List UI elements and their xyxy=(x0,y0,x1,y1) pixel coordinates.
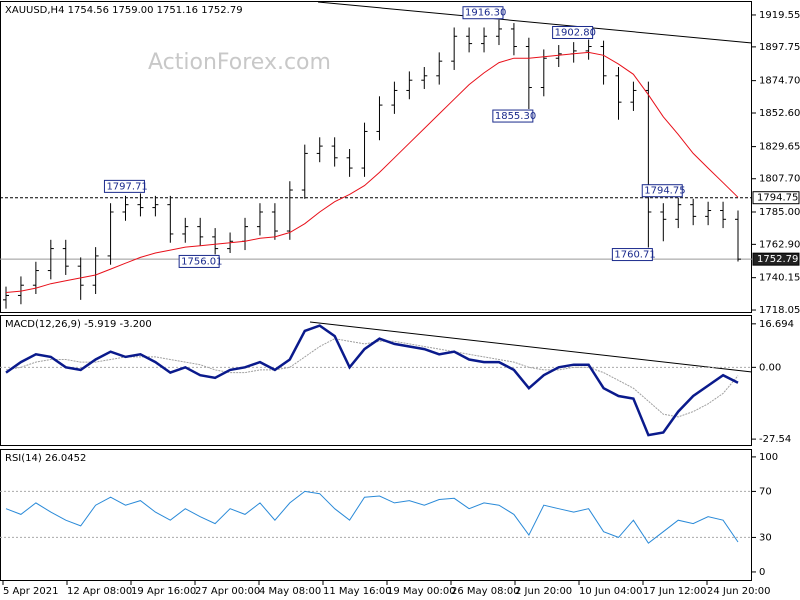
rsi-line xyxy=(5,490,739,544)
y-tick-label: 1829.65 xyxy=(759,142,800,153)
y-tick-label: 16.694 xyxy=(759,319,794,330)
level-label-box xyxy=(752,252,800,266)
annotation-label: 1794.75 xyxy=(644,186,685,197)
y-tick-label: 1740.15 xyxy=(759,273,800,284)
y-tick-label: 70 xyxy=(759,486,772,497)
y-tick-label: 1785.00 xyxy=(759,207,800,218)
x-tick-label: 26 May 08:00 xyxy=(451,586,520,597)
x-tick-label: 27 Apr 00:00 xyxy=(195,586,260,597)
annotation-box xyxy=(462,6,504,20)
annotation-box xyxy=(611,248,653,262)
y-tick-label: 1874.70 xyxy=(759,76,800,87)
level-label: 1794.75 xyxy=(757,193,798,204)
x-tick-label: 4 May 08:00 xyxy=(259,586,321,597)
x-tick-label: 2 Jun 20:00 xyxy=(515,586,572,597)
x-tick-label: 5 Apr 2021 xyxy=(3,586,58,597)
annotation-box xyxy=(552,25,594,39)
annotation-box xyxy=(178,254,220,268)
y-tick-label: 1718.05 xyxy=(759,305,800,316)
y-tick-label: 100 xyxy=(759,452,778,463)
y-tick-label: 1852.60 xyxy=(759,108,800,119)
macd-trend-line xyxy=(309,321,753,373)
y-tick-label: -27.54 xyxy=(759,434,791,445)
x-tick-label: 19 May 00:00 xyxy=(387,586,456,597)
moving-average xyxy=(5,51,739,293)
annotation-label: 1797.71 xyxy=(106,181,147,192)
level-label-box xyxy=(752,191,800,205)
trend-line xyxy=(317,1,753,44)
annotation-label: 1756.01 xyxy=(181,256,222,267)
x-tick-label: 24 Jun 20:00 xyxy=(707,586,771,597)
macd-panel xyxy=(0,315,752,446)
rsi-title: RSI(14) 26.0452 xyxy=(5,453,86,464)
annotation-label: 1855.30 xyxy=(495,111,536,122)
y-tick-label: 1897.75 xyxy=(759,42,800,53)
rsi-panel xyxy=(0,449,752,581)
chart-title: XAUUSD,H4 1754.56 1759.00 1751.16 1752.7… xyxy=(5,5,243,16)
annotation-label: 1916.30 xyxy=(465,8,506,19)
annotation-box xyxy=(492,109,534,123)
price-panel xyxy=(0,1,752,313)
x-tick-label: 19 Apr 16:00 xyxy=(131,586,196,597)
annotation-label: 1902.80 xyxy=(555,27,596,38)
watermark: ActionForex.com xyxy=(148,50,331,75)
x-tick-label: 10 Jun 04:00 xyxy=(579,586,643,597)
y-tick-label: 0 xyxy=(759,567,765,578)
y-tick-label: 1807.70 xyxy=(759,174,800,185)
x-tick-label: 12 Apr 08:00 xyxy=(67,586,132,597)
macd-line xyxy=(5,324,739,437)
annotation-box xyxy=(103,179,145,193)
y-tick-label: 1919.55 xyxy=(759,10,800,21)
x-tick-label: 11 May 16:00 xyxy=(323,586,392,597)
annotation-label: 1760.71 xyxy=(614,250,655,261)
macd-title: MACD(12,26,9) -5.919 -3.200 xyxy=(5,319,152,330)
x-tick-label: 17 Jun 12:00 xyxy=(643,586,707,597)
level-label: 1752.79 xyxy=(757,254,798,265)
y-tick-label: 1762.90 xyxy=(759,239,800,250)
y-tick-label: 0.00 xyxy=(759,362,781,373)
y-tick-label: 30 xyxy=(759,532,772,543)
annotation-box xyxy=(641,184,683,198)
